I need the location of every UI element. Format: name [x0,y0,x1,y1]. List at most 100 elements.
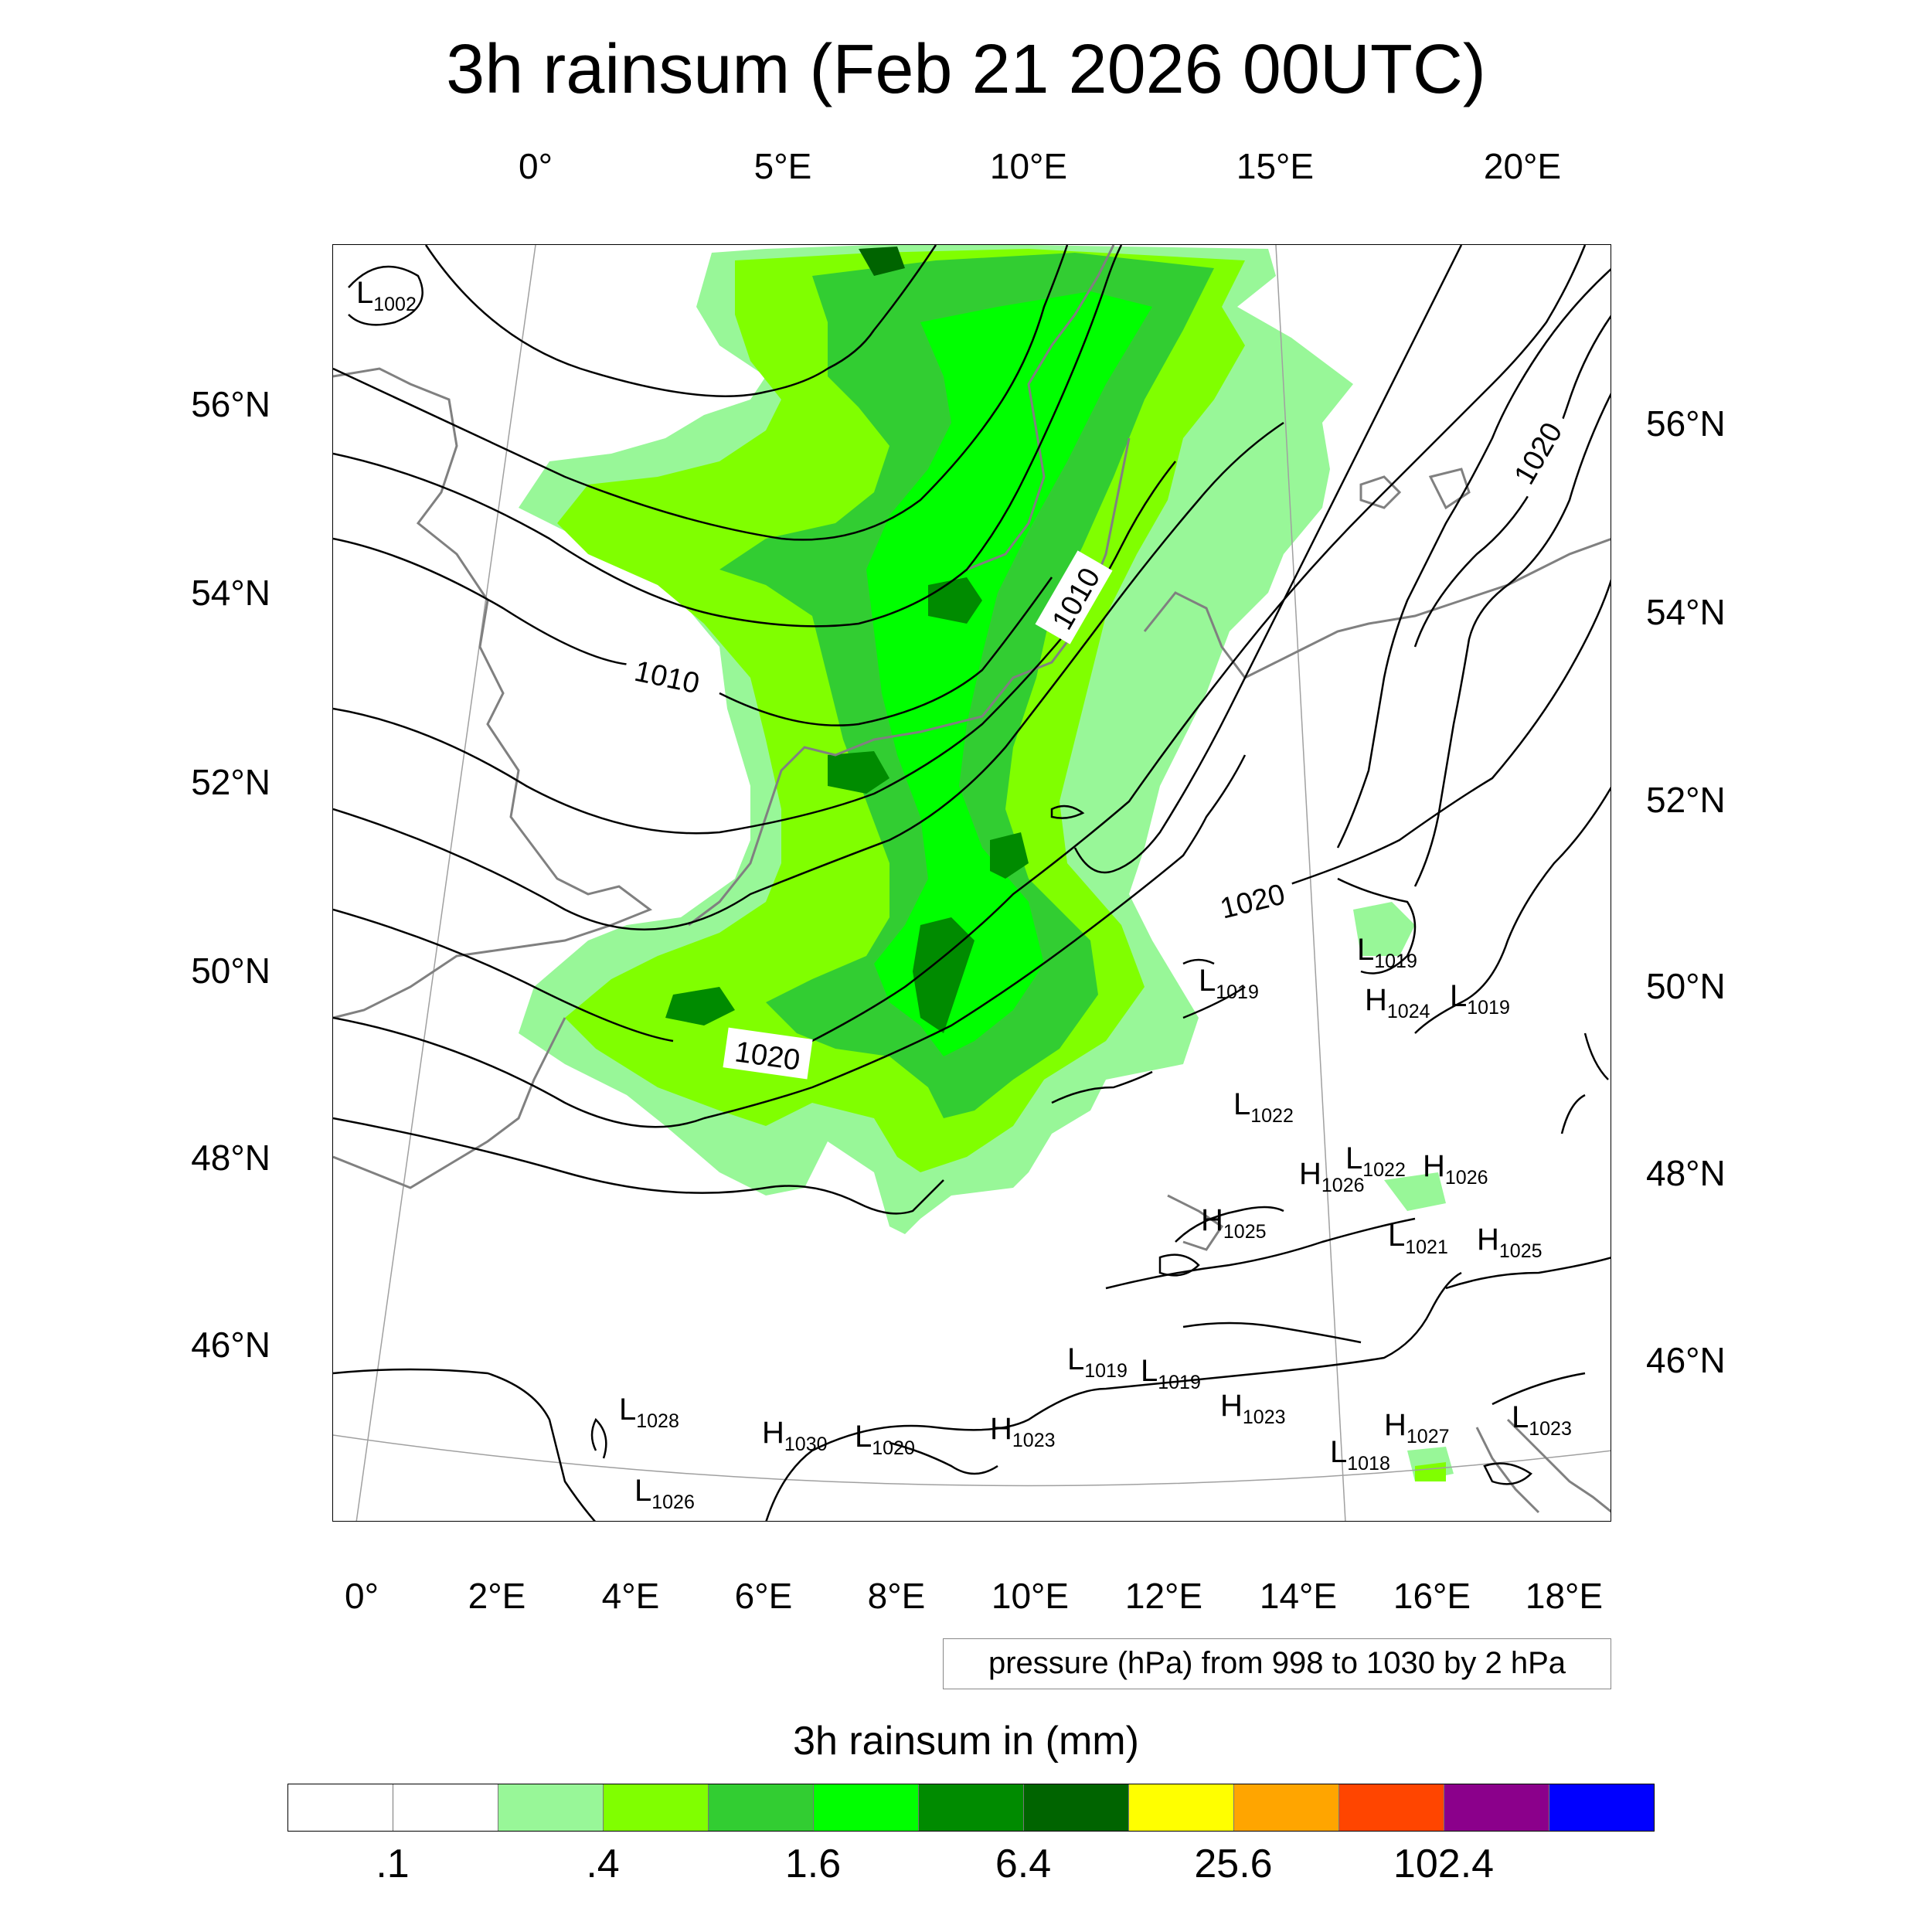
coastline [1167,1194,1224,1251]
pressure-center-label: L1019 [1067,1342,1128,1382]
coastline [333,367,653,1019]
isobar [1560,1094,1586,1134]
pressure-center-label: L1019 [1357,933,1417,972]
isobar [1158,1253,1200,1277]
pressure-center-label: L1019 [1199,964,1259,1003]
legend-title: 3h rainsum in (mm) [793,1719,1139,1764]
isobar [1483,1462,1532,1485]
pressure-center-label: L1020 [855,1420,915,1459]
top-lon-label: 15°E [1236,146,1315,186]
colorbar-cell [1549,1784,1654,1831]
left-lat-label: 48°N [191,1138,270,1178]
isobar [1336,268,1611,849]
rain-area-6.4-12.8mm [913,917,975,1033]
pressure-center-label: L1002 [356,276,417,315]
left-lat-label: 46°N [191,1325,270,1365]
pressure-center-label: H1026 [1423,1149,1488,1189]
right-lat-label: 52°N [1646,780,1726,820]
colorbar [287,1784,1655,1832]
pressure-center-label: H1025 [1477,1223,1543,1262]
pressure-center-label: L1026 [634,1474,695,1513]
coastlines [333,245,1611,1514]
isobar [719,577,1053,726]
colorbar-cell [709,1784,814,1831]
rain-area-6.4-12.8mm [990,832,1029,879]
graticule [333,245,1611,1521]
isobar [333,537,658,666]
isobar [1283,579,1611,888]
coastline [1359,475,1402,509]
isobar [796,245,1587,1050]
colorbar-label: 1.6 [784,1842,842,1886]
isobar [333,1368,596,1521]
isobar [1492,1372,1586,1406]
colorbar-label: 25.6 [1194,1842,1273,1886]
colorbar-cell [814,1784,919,1831]
graticule-line [333,1434,1611,1487]
left-lat-label: 50°N [191,951,270,991]
rain-area-0.4mm [1384,1172,1446,1211]
coastline [1143,538,1611,679]
isobar [590,1417,607,1459]
bottom-lon-label: 18°E [1525,1576,1604,1616]
isobar [1413,393,1611,887]
isobar [1182,985,1246,1019]
pressure-centers: L1002 L1019 L1019 H1024 L1019 L1022 L102… [356,276,1572,1513]
isobar [333,1117,944,1215]
top-lon-label: 20°E [1483,146,1562,186]
left-lat-label: 54°N [191,573,270,613]
isobars [333,245,1611,1521]
coastline [1475,1427,1540,1514]
rain-area-0.4-1.6mm [1415,1462,1446,1481]
graticule-line [355,245,536,1521]
bottom-lon-label: 16°E [1393,1576,1471,1616]
right-lat-label: 48°N [1646,1153,1726,1193]
bottom-lon-label: 2°E [468,1576,526,1616]
pressure-center-label: H1023 [990,1412,1056,1451]
isobar [889,1441,998,1475]
colorbar-cell [1444,1784,1549,1831]
pressure-center-label: L1022 [1345,1141,1406,1181]
isobar [333,245,1069,541]
rain-area-0.4mm [1353,902,1415,956]
pressure-center-label: L1019 [1141,1354,1201,1393]
isobar [348,265,423,326]
bottom-lon-label: 14°E [1259,1576,1338,1616]
pressure-center-label: L1022 [1233,1087,1294,1127]
colorbar-cell [393,1784,498,1831]
map-title: 3h rainsum (Feb 21 2026 00UTC) [446,31,1486,108]
coastline [1428,468,1471,510]
colorbar-cell [288,1784,393,1831]
right-lat-label: 50°N [1646,966,1726,1006]
pressure-center-label: L1028 [619,1393,679,1432]
contour-info-box: pressure (hPa) from 998 to 1030 by 2 hPa [943,1638,1611,1689]
pressure-center-label: H1024 [1365,983,1430,1022]
isobar [1337,877,1417,975]
isobar [333,245,1123,628]
colorbar-cell [604,1784,709,1831]
top-lon-label: 10°E [989,146,1068,186]
bottom-lon-label: 0° [345,1576,379,1616]
colorbar-cell [1024,1784,1129,1831]
right-lat-label: 46°N [1646,1340,1726,1380]
pressure-center-label: L1019 [1450,979,1510,1019]
bottom-lon-label: 10°E [991,1576,1070,1616]
right-lat-label: 54°N [1646,592,1726,632]
isobar [424,245,937,397]
pressure-center-label: H1027 [1384,1408,1450,1447]
map-panel[interactable]: 1010 1010 1020 1020 1020 L1002 L1019 L10… [332,244,1611,1522]
graticule-line [1275,245,1346,1521]
pressure-center-label: H1026 [1299,1157,1365,1196]
isobar [1414,786,1611,1034]
colorbar-cell [1339,1784,1444,1831]
isobar [1105,1217,1416,1290]
isobar [1445,1257,1611,1290]
bottom-lon-label: 6°E [734,1576,793,1616]
pressure-center-label: L1023 [1512,1400,1572,1440]
rain-area-6.4-12.8mm [828,751,889,794]
colorbar-label: 102.4 [1393,1842,1495,1886]
isobar [1050,804,1085,819]
isobar [765,1271,1462,1521]
left-lat-label: 56°N [191,384,270,424]
coastline [1506,1418,1611,1513]
